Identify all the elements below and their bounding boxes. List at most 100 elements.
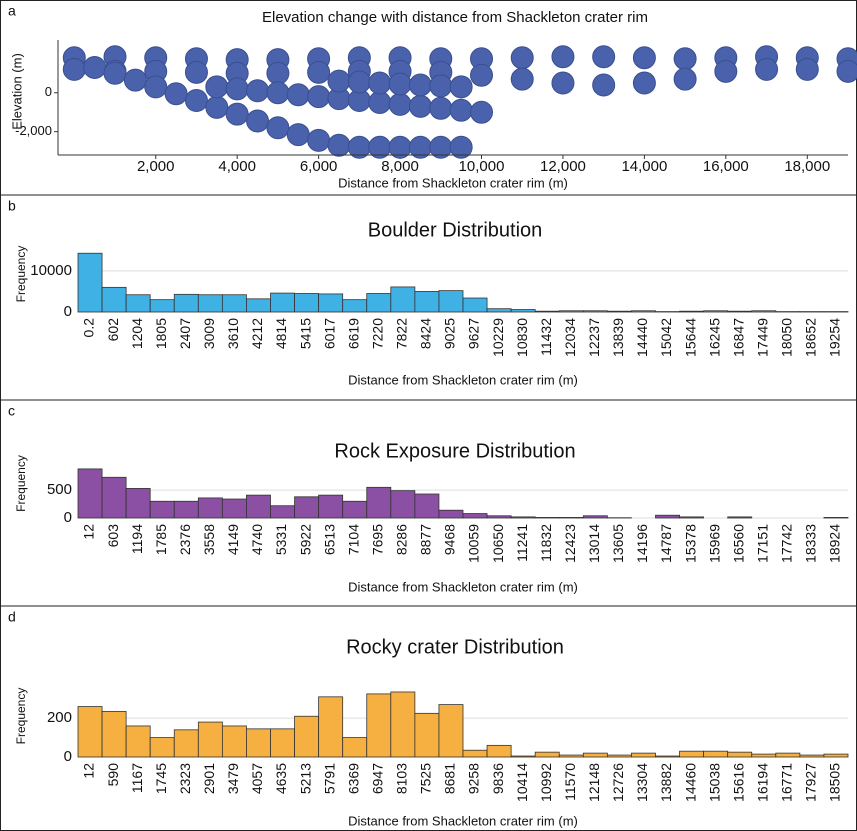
x-tick-label: 5213 (297, 763, 313, 794)
x-tick-label: 12 (81, 524, 97, 540)
y-tick-label: -2,000 (15, 123, 52, 138)
point (714, 59, 738, 83)
x-tick-label: 18,000 (784, 158, 830, 175)
x-tick-label: 8103 (394, 763, 410, 794)
bar (438, 704, 464, 758)
x-tick-label: 11241 (514, 524, 530, 562)
bar (751, 753, 777, 758)
x-tick-label: 15042 (658, 318, 674, 357)
point (246, 79, 270, 103)
point (225, 77, 249, 101)
y-tick-label: 0 (64, 303, 72, 320)
bar (77, 252, 103, 313)
point (449, 75, 473, 99)
point (632, 71, 656, 95)
x-tick-label: 7525 (418, 763, 434, 794)
x-tick-label: 4814 (273, 318, 289, 349)
bar (294, 293, 320, 313)
point (368, 71, 392, 95)
x-tick-label: 14,000 (621, 158, 667, 175)
point (510, 46, 534, 70)
bar (558, 754, 584, 758)
bar (775, 752, 801, 758)
x-tick-label: 10229 (490, 318, 506, 357)
point (144, 75, 168, 99)
bar (679, 516, 705, 519)
bar (390, 691, 416, 758)
bar (462, 749, 488, 758)
x-tick-label: 6619 (345, 318, 361, 349)
point (225, 102, 249, 126)
panel-label: c (8, 403, 15, 419)
x-tick-label: 8,000 (381, 158, 419, 175)
bar (149, 299, 175, 313)
bar (438, 290, 464, 313)
x-tick-label: 13014 (586, 524, 602, 563)
point (795, 57, 819, 81)
bar (149, 500, 175, 519)
point (184, 60, 208, 84)
bar (486, 744, 512, 758)
bar (582, 752, 608, 758)
bar (294, 715, 320, 758)
bar (534, 517, 560, 519)
bar (631, 310, 656, 313)
y-tick-label: 0 (64, 509, 72, 526)
point (368, 90, 392, 114)
x-tick-label: 19254 (827, 318, 843, 357)
x-tick-label: 9258 (466, 763, 482, 794)
bar (703, 310, 729, 313)
bar (366, 486, 392, 519)
x-tick-label: 10,000 (459, 158, 505, 175)
bar (751, 310, 777, 313)
x-tick-label: 8877 (418, 524, 434, 555)
bar (606, 754, 632, 758)
x-tick-label: 4635 (273, 763, 289, 794)
bar (101, 476, 127, 519)
bar (221, 498, 247, 519)
x-axis-label: Distance from Shackleton crater rim (m) (348, 372, 578, 387)
x-tick-label: 15616 (730, 763, 746, 802)
panel-label: d (8, 609, 16, 625)
bar (197, 721, 223, 758)
bar (173, 500, 199, 519)
x-tick-label: 10650 (490, 524, 506, 563)
x-tick-label: 9025 (442, 318, 458, 349)
x-tick-label: 1167 (129, 763, 145, 793)
point (551, 45, 575, 69)
bar (366, 693, 392, 758)
y-tick-label: 200 (47, 709, 72, 726)
point (205, 95, 229, 119)
y-axis-label: Frequency (14, 688, 28, 745)
x-tick-label: 7822 (394, 318, 410, 349)
x-tick-label: 6947 (369, 763, 385, 794)
bar (246, 298, 271, 313)
bar (727, 751, 753, 758)
bar (221, 725, 247, 758)
bar (486, 515, 512, 519)
y-axis-label: Frequency (14, 455, 28, 512)
point (510, 67, 534, 91)
point (592, 45, 616, 69)
point (307, 128, 331, 152)
bar (197, 497, 223, 519)
bar (823, 753, 849, 758)
x-tick-label: 12 (81, 763, 97, 779)
point (83, 55, 107, 79)
bar (246, 494, 271, 519)
x-tick-label: 4212 (249, 318, 265, 349)
y-axis-label: Frequency (14, 246, 28, 303)
x-tick-label: 16194 (754, 763, 770, 802)
x-tick-label: 4740 (249, 524, 265, 555)
bar (655, 514, 680, 519)
point (164, 82, 188, 106)
point (551, 71, 575, 95)
x-tick-label: 11832 (538, 524, 554, 562)
x-tick-label: 3558 (201, 524, 217, 555)
point (266, 116, 290, 140)
bar (631, 752, 656, 758)
x-tick-label: 2407 (177, 318, 193, 349)
bar (149, 737, 175, 758)
x-axis-label: Distance from Shackleton crater rim (m) (348, 579, 578, 594)
point (307, 85, 331, 109)
